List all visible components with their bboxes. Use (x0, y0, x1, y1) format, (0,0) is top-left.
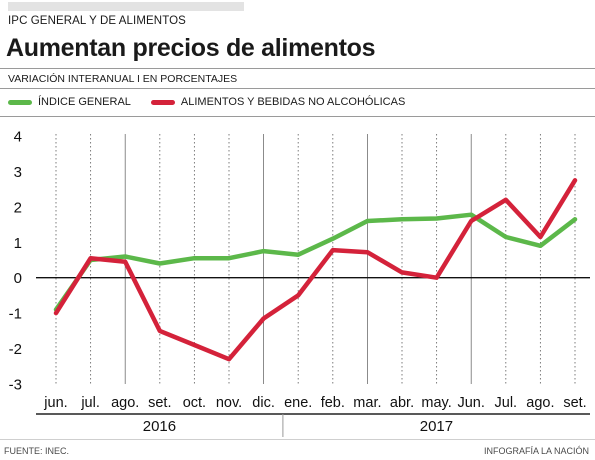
y-tick-label: 4 (14, 129, 22, 146)
x-tick-label: ago. (111, 395, 139, 411)
chart-subtitle: VARIACIÓN INTERANUAL I EN PORCENTAJES (8, 73, 238, 85)
x-tick-label: Jun. (457, 395, 484, 411)
y-tick-label: 3 (14, 164, 22, 181)
x-tick-label: jul. (80, 395, 100, 411)
x-tick-label: feb. (321, 395, 345, 411)
legend-swatch-alimentos (150, 99, 175, 105)
x-tick-label: abr. (390, 395, 414, 411)
source-note: FUENTE: INEC. (4, 446, 70, 456)
x-tick-label: jun. (43, 395, 67, 411)
footer-divider (0, 439, 595, 440)
x-tick-label: oct. (183, 395, 206, 411)
legend-divider (0, 116, 595, 117)
x-tick-label: ene. (284, 395, 312, 411)
kicker: IPC GENERAL Y DE ALIMENTOS (8, 15, 186, 27)
x-tick-label: ago. (526, 395, 554, 411)
x-tick-label: nov. (216, 395, 242, 411)
year-label: 2017 (420, 418, 453, 435)
y-tick-label: -3 (9, 377, 22, 394)
page-title: Aumentan precios de alimentos (6, 34, 376, 62)
chart-legend: ÍNDICE GENERAL ALIMENTOS Y BEBIDAS NO AL… (8, 95, 425, 109)
header-decoration-bar (8, 2, 244, 11)
subtitle-divider (0, 88, 595, 89)
legend-swatch-general (8, 99, 32, 105)
y-tick-label: 1 (14, 235, 22, 252)
line-chart: 4 3 2 1 0 -1 -2 -3 jun. jul. ago. set. oct. nov. dic. e… (9, 129, 590, 437)
y-tick-label: 2 (14, 199, 22, 216)
series-line-alimentos (53, 178, 578, 362)
y-tick-label: -1 (9, 306, 22, 323)
x-tick-label: may. (421, 395, 451, 411)
legend-item-general: ÍNDICE GENERAL (8, 96, 131, 108)
year-label: 2016 (143, 418, 176, 435)
x-tick-label: Jul. (495, 395, 518, 411)
credit-note: INFOGRAFÍA LA NACIÓN (483, 446, 589, 456)
x-tick-label: set. (148, 395, 171, 411)
x-tick-label: dic. (252, 395, 275, 411)
legend-label-alimentos: ALIMENTOS Y BEBIDAS NO ALCOHÓLICAS (180, 96, 406, 108)
x-tick-label: set. (563, 395, 586, 411)
y-tick-label: 0 (14, 270, 22, 287)
legend-item-alimentos: ALIMENTOS Y BEBIDAS NO ALCOHÓLICAS (150, 96, 406, 108)
series-line-general (53, 212, 578, 312)
title-divider (0, 68, 595, 69)
legend-label-general: ÍNDICE GENERAL (38, 96, 131, 108)
x-tick-label: mar. (353, 395, 381, 411)
y-tick-label: -2 (9, 341, 22, 358)
